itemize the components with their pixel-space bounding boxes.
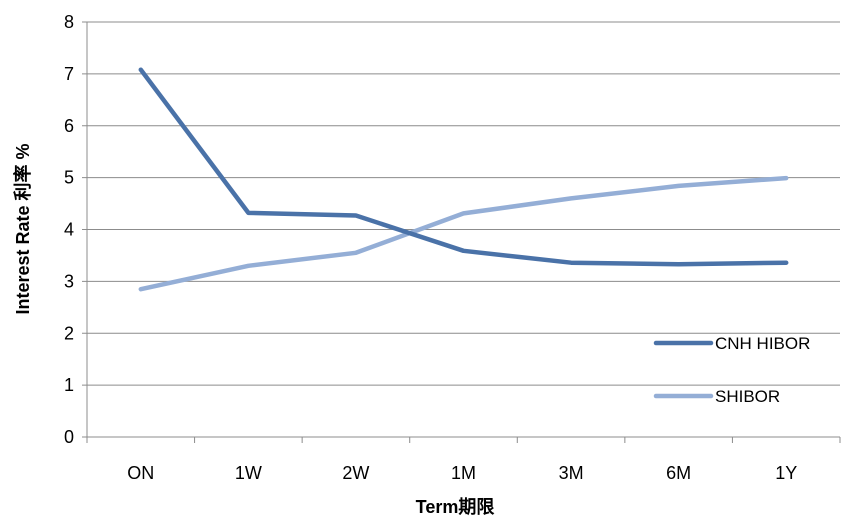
x-axis-title: Term期限 <box>416 497 496 517</box>
series-lines <box>141 70 787 290</box>
y-tick-label-0: 0 <box>64 427 74 447</box>
x-tick-label-2w: 2W <box>342 463 369 483</box>
y-tick-label-3: 3 <box>64 271 74 291</box>
series-line-shibor <box>141 178 786 289</box>
y-tick-label-4: 4 <box>64 220 74 240</box>
y-tick-label-1: 1 <box>64 375 74 395</box>
series-line-cnh-hibor <box>141 70 786 265</box>
y-tick-label-5: 5 <box>64 168 74 188</box>
y-tick-label-2: 2 <box>64 323 74 343</box>
y-axis-title: Interest Rate 利率 % <box>12 143 33 314</box>
axes <box>82 22 840 443</box>
x-tick-label-1w: 1W <box>235 463 262 483</box>
x-tick-label-3m: 3M <box>559 463 584 483</box>
legend-label-cnh-hibor: CNH HIBOR <box>715 334 810 353</box>
y-tick-label-8: 8 <box>64 12 74 32</box>
x-tick-label-6m: 6M <box>666 463 691 483</box>
x-tick-label-on: ON <box>127 463 154 483</box>
legend-label-shibor: SHIBOR <box>715 387 780 406</box>
x-tick-label-1m: 1M <box>451 463 476 483</box>
y-tick-label-7: 7 <box>64 64 74 84</box>
x-tick-label-1y: 1Y <box>775 463 797 483</box>
gridlines <box>87 22 840 385</box>
y-tick-label-6: 6 <box>64 116 74 136</box>
legend: CNH HIBOR SHIBOR <box>656 334 810 406</box>
tick-labels: 0 1 2 3 4 5 6 7 8 ON 1W 2W 1M 3M 6M 1Y <box>64 12 797 483</box>
